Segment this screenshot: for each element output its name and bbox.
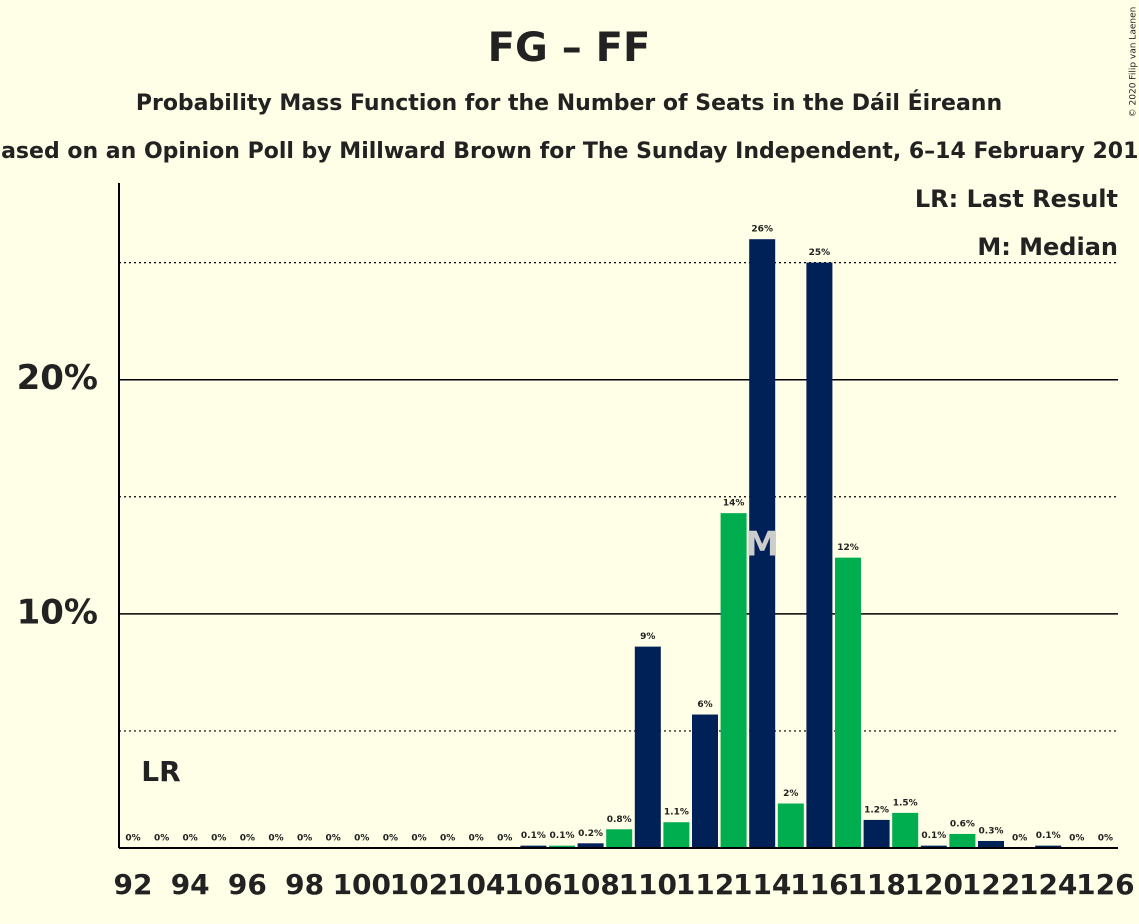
value-label: 0.1% <box>521 831 546 841</box>
value-label: 0.1% <box>550 831 575 841</box>
value-label: 1.1% <box>664 808 689 818</box>
value-label: 0% <box>1098 834 1113 844</box>
value-label: 0.1% <box>1036 831 1061 841</box>
bar <box>634 646 661 848</box>
legend-entry: M: Median <box>977 233 1118 261</box>
value-label: 0% <box>354 834 369 844</box>
bar <box>863 819 890 848</box>
value-label: 0% <box>268 834 283 844</box>
bar <box>892 812 919 848</box>
value-label: 0% <box>297 834 312 844</box>
x-tick-label: 114 <box>733 868 791 901</box>
bar <box>835 557 861 848</box>
x-tick-label: 126 <box>1076 868 1134 901</box>
x-tick-label: 116 <box>790 868 848 901</box>
value-label: 14% <box>723 499 745 509</box>
y-tick-label: 10% <box>17 592 98 632</box>
value-label: 25% <box>809 248 831 258</box>
median-marker: M <box>745 525 779 565</box>
bar <box>577 843 604 848</box>
x-tick-label: 96 <box>228 868 267 901</box>
x-tick-label: 104 <box>447 868 505 901</box>
bar <box>692 714 718 848</box>
x-tick-label: 120 <box>905 868 963 901</box>
x-tick-label: 92 <box>114 868 153 901</box>
value-label: 0.8% <box>607 815 632 825</box>
value-label: 9% <box>640 632 655 642</box>
value-label: 0% <box>240 834 255 844</box>
value-label: 0% <box>383 834 398 844</box>
value-label: 0% <box>1012 834 1027 844</box>
x-tick-label: 122 <box>962 868 1020 901</box>
value-label: 0% <box>326 834 341 844</box>
x-tick-label: 108 <box>561 868 619 901</box>
copyright: © 2020 Filip van Laenen <box>1129 7 1139 118</box>
value-label: 0.3% <box>979 826 1004 836</box>
x-tick-label: 100 <box>333 868 391 901</box>
value-label: 0% <box>411 834 426 844</box>
x-tick-label: 110 <box>619 868 677 901</box>
bar <box>978 840 1004 848</box>
value-label: 12% <box>837 543 859 553</box>
value-label: 1.2% <box>864 805 889 815</box>
value-label: 0% <box>211 834 226 844</box>
value-label: 0.6% <box>950 819 975 829</box>
value-label: 26% <box>751 225 773 235</box>
x-tick-label: 106 <box>504 868 562 901</box>
y-tick-label: 20% <box>17 358 98 398</box>
value-label: 0% <box>440 834 455 844</box>
x-tick-label: 118 <box>847 868 905 901</box>
x-tick-label: 102 <box>390 868 448 901</box>
bar <box>949 833 976 848</box>
last-result-marker: LR <box>141 755 180 788</box>
value-label: 6% <box>697 700 712 710</box>
bar <box>920 845 947 848</box>
subtitle: Probability Mass Function for the Number… <box>136 90 1002 116</box>
bar <box>720 513 747 848</box>
value-label: 0.1% <box>921 831 946 841</box>
value-label: 0% <box>469 834 484 844</box>
chart-title: FG – FF <box>488 25 651 71</box>
x-tick-label: 94 <box>171 868 210 901</box>
bar <box>549 845 575 848</box>
value-label: 0% <box>183 834 198 844</box>
value-label: 2% <box>783 789 798 799</box>
value-label: 0.2% <box>578 829 603 839</box>
bar <box>806 262 833 848</box>
value-label: 1.5% <box>893 798 918 808</box>
value-label: 0% <box>154 834 169 844</box>
legend-entry: LR: Last Result <box>915 185 1118 213</box>
x-tick-label: 124 <box>1019 868 1077 901</box>
bar <box>749 239 776 848</box>
bar <box>520 845 547 848</box>
subtitle: Based on an Opinion Poll by Millward Bro… <box>0 139 1139 164</box>
value-label: 0% <box>1069 834 1084 844</box>
bar <box>663 822 690 848</box>
bar <box>606 829 633 848</box>
x-tick-label: 98 <box>285 868 324 901</box>
x-tick-label: 112 <box>676 868 734 901</box>
bar <box>777 803 804 848</box>
bar <box>1035 845 1062 848</box>
value-label: 0% <box>125 834 140 844</box>
value-label: 0% <box>497 834 512 844</box>
